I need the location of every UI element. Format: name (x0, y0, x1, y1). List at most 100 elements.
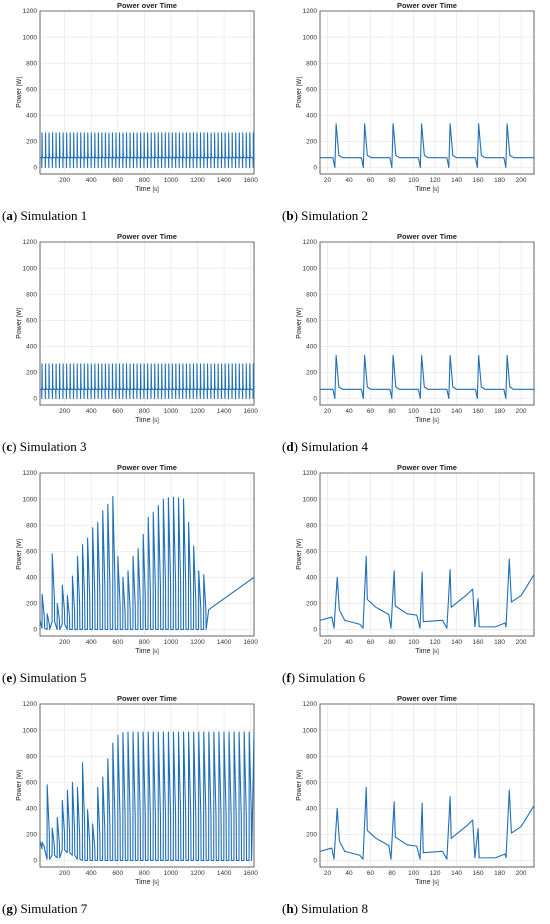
x-tick-label: 200 (516, 639, 527, 646)
y-tick-label: 1200 (303, 239, 318, 246)
y-axis-unit: [W] (17, 308, 23, 317)
y-tick-label: 1200 (303, 8, 318, 15)
x-tick-label: 600 (112, 408, 123, 415)
x-axis-name: Time (135, 417, 152, 424)
x-axis-unit: [s] (432, 880, 439, 886)
x-axis-label: Time [s] (135, 648, 159, 655)
x-tick-label: 60 (367, 870, 375, 877)
y-axis-label: Power [W] (296, 539, 303, 570)
y-tick-label: 200 (26, 601, 37, 608)
chart-svg: 0 200 400 600 800 1000 1200 200 400 600 800 1000 120… (16, 232, 258, 424)
caption-letter: h (286, 901, 294, 916)
caption-text: Simulation 4 (301, 439, 368, 454)
x-axis-label: Time [s] (135, 417, 159, 424)
x-tick-label: 140 (451, 177, 462, 184)
chart-svg: 0 200 400 600 800 1000 1200 200 400 600 800 1000 120… (16, 1, 258, 193)
x-tick-label: 80 (388, 870, 396, 877)
series-line-power (320, 123, 534, 169)
x-axis-unit: [s] (432, 418, 439, 424)
y-tick-label: 400 (26, 575, 37, 582)
plot-frame (319, 241, 535, 406)
caption-letter: d (286, 439, 294, 454)
x-tick-label: 120 (430, 639, 441, 646)
y-axis-name: Power (296, 548, 303, 570)
plot-border (319, 472, 535, 637)
x-tick-label: 1600 (243, 177, 258, 184)
y-tick-label: 600 (306, 548, 317, 555)
y-tick-label: 400 (26, 344, 37, 351)
y-tick-label: 800 (26, 522, 37, 529)
x-tick-label: 20 (324, 408, 332, 415)
chart-panel-d: 0 200 400 600 800 1000 1200 20 40 60 80 100 120 140 16… (280, 231, 542, 454)
plot-border (319, 241, 535, 406)
y-axis-unit: [W] (297, 308, 303, 317)
y-axis-name: Power (16, 779, 23, 801)
x-tick-label: 1000 (164, 177, 179, 184)
x-tick-label: 40 (345, 177, 353, 184)
plot-border (39, 472, 255, 637)
x-tick-label: 100 (408, 177, 419, 184)
series-line-power (40, 363, 255, 400)
y-tick-label: 400 (306, 575, 317, 582)
y-tick-label: 1000 (23, 34, 38, 41)
x-tick-label: 140 (451, 408, 462, 415)
chart-title: Power over Time (397, 232, 457, 241)
y-axis-unit: [W] (17, 770, 23, 779)
y-tick-label: 0 (33, 627, 37, 634)
x-tick-label: 1600 (243, 408, 258, 415)
x-tick-label: 200 (59, 639, 70, 646)
x-tick-label: 1200 (190, 870, 205, 877)
caption-text: Simulation 8 (301, 901, 368, 916)
y-axis-label: Power [W] (16, 308, 23, 339)
y-tick-label: 200 (306, 370, 317, 377)
x-tick-label: 1000 (164, 408, 179, 415)
y-tick-label: 200 (26, 832, 37, 839)
caption-text: Simulation 2 (301, 208, 368, 223)
caption-text: Simulation 3 (19, 439, 87, 454)
chart-title: Power over Time (397, 1, 457, 10)
chart-panel-c: 0 200 400 600 800 1000 1200 200 400 600 800 1000 120… (0, 231, 262, 454)
series-line-power (319, 786, 535, 860)
x-axis-unit: [s] (432, 187, 439, 193)
y-tick-label: 200 (26, 139, 37, 146)
y-tick-label: 1000 (303, 496, 318, 503)
chart-panel-g: 0 200 400 600 800 1000 1200 200 400 600 800 1000 120… (0, 693, 262, 916)
x-axis-unit: [s] (432, 649, 439, 655)
subfigure-caption: (b) Simulation 2 (282, 208, 368, 223)
y-tick-label: 1200 (23, 8, 38, 15)
y-tick-label: 1000 (23, 496, 38, 503)
y-tick-label: 400 (26, 806, 37, 813)
x-tick-label: 160 (473, 639, 484, 646)
x-tick-label: 1400 (217, 177, 232, 184)
x-tick-label: 1400 (217, 639, 232, 646)
plot-border (39, 10, 255, 175)
chart-title: Power over Time (117, 232, 177, 241)
x-tick-label: 180 (494, 408, 505, 415)
series-line-power (320, 354, 534, 400)
x-tick-label: 1200 (190, 408, 205, 415)
x-tick-label: 60 (367, 639, 375, 646)
x-axis-name: Time (135, 879, 152, 886)
caption-text: Simulation 1 (20, 208, 88, 223)
x-tick-label: 400 (86, 408, 97, 415)
caption-letter: g (6, 901, 13, 916)
series-line-power (319, 555, 535, 629)
x-tick-label: 800 (139, 639, 150, 646)
x-tick-label: 20 (324, 177, 332, 184)
y-tick-label: 0 (313, 396, 317, 403)
y-axis-unit: [W] (297, 539, 303, 548)
x-tick-label: 200 (516, 408, 527, 415)
x-tick-label: 40 (345, 870, 353, 877)
x-tick-label: 140 (451, 639, 462, 646)
y-tick-label: 600 (26, 548, 37, 555)
chart-title: Power over Time (117, 463, 177, 472)
x-tick-label: 200 (516, 177, 527, 184)
y-tick-label: 600 (306, 317, 317, 324)
y-tick-label: 800 (306, 753, 317, 760)
plot-border (39, 241, 255, 406)
x-tick-label: 800 (139, 408, 150, 415)
x-tick-label: 180 (494, 177, 505, 184)
x-tick-label: 1000 (164, 870, 179, 877)
chart-svg: 0 200 400 600 800 1000 1200 200 400 600 800 1000 120… (16, 463, 258, 655)
y-tick-label: 1200 (23, 470, 38, 477)
